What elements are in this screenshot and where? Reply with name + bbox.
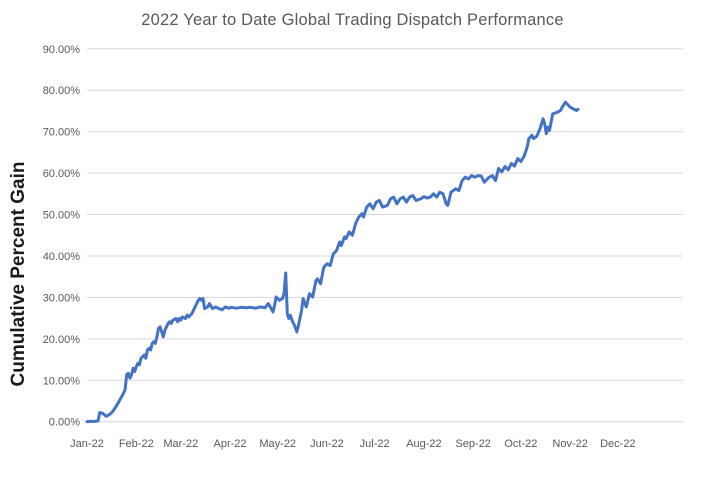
chart-title: 2022 Year to Date Global Trading Dispatc…	[141, 11, 564, 29]
y-tick-label: 50.00%	[43, 210, 81, 222]
x-tick-label: Aug-22	[406, 438, 441, 450]
performance-line	[85, 100, 580, 424]
x-tick-label: Jul-22	[360, 438, 390, 450]
y-tick-label: 70.00%	[43, 127, 81, 139]
x-tick-label: Feb-22	[119, 438, 154, 450]
performance-line-series	[85, 100, 580, 424]
y-tick-label: 80.00%	[43, 85, 81, 97]
x-tick-label: Nov-22	[552, 438, 587, 450]
horizontal-gridlines	[87, 48, 683, 423]
y-axis-tick-labels: 0.00% 10.00% 20.00% 30.00% 40.00% 50.00% 60.00…	[43, 44, 81, 429]
y-tick-label: 40.00%	[43, 251, 81, 263]
x-tick-label: Jun-22	[310, 438, 344, 450]
y-tick-label: 20.00%	[43, 334, 81, 346]
y-tick-label: 30.00%	[43, 292, 81, 304]
x-tick-label: Oct-22	[504, 438, 537, 450]
x-tick-label: May-22	[259, 438, 296, 450]
x-tick-label: Dec-22	[600, 438, 635, 450]
x-tick-label: Mar-22	[163, 438, 198, 450]
y-tick-label: 90.00%	[43, 44, 81, 56]
x-tick-label: Apr-22	[214, 438, 247, 450]
x-tick-label: Jan-22	[70, 438, 104, 450]
x-tick-label: Sep-22	[455, 438, 490, 450]
y-tick-label: 10.00%	[43, 375, 81, 387]
y-tick-label: 0.00%	[49, 417, 80, 429]
y-tick-label: 60.00%	[43, 168, 81, 180]
x-axis-tick-labels: Jan-22 Feb-22 Mar-22 Apr-22 May-22 Jun-22 Jul-…	[70, 438, 635, 450]
